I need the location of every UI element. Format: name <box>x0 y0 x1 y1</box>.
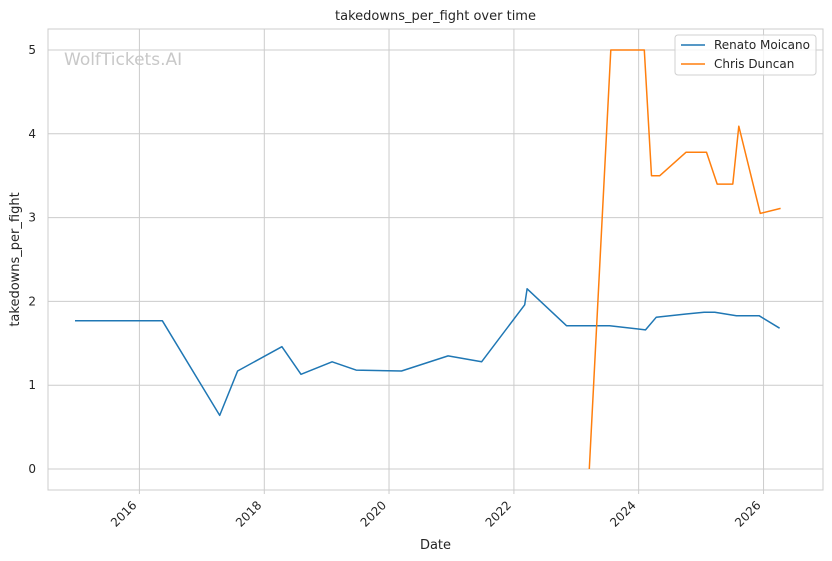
plot-area <box>48 29 823 490</box>
chart-title: takedowns_per_fight over time <box>335 9 536 24</box>
series-line-renato-moicano <box>75 288 780 417</box>
y-tick-label: 0 <box>28 462 36 476</box>
legend-label-chris-duncan: Chris Duncan <box>714 57 794 71</box>
y-tick-label: 1 <box>28 378 36 392</box>
y-axis-title: takedowns_per_fight <box>8 192 23 326</box>
y-tick-label: 5 <box>28 43 36 57</box>
grid <box>48 29 823 490</box>
y-tick-label: 2 <box>28 294 36 308</box>
y-tick-label: 3 <box>28 211 36 225</box>
series-layer <box>75 49 781 470</box>
plot-border <box>47 28 824 491</box>
legend: Renato Moicano Chris Duncan <box>674 34 817 76</box>
legend-label-renato-moicano: Renato Moicano <box>714 38 810 52</box>
x-axis-title: Date <box>420 538 451 553</box>
plot-frame <box>47 28 824 491</box>
series-line-chris-duncan <box>588 49 781 470</box>
y-tick-label: 4 <box>28 127 36 141</box>
watermark-text: WolfTickets.AI <box>64 50 182 70</box>
legend-box <box>674 34 817 76</box>
